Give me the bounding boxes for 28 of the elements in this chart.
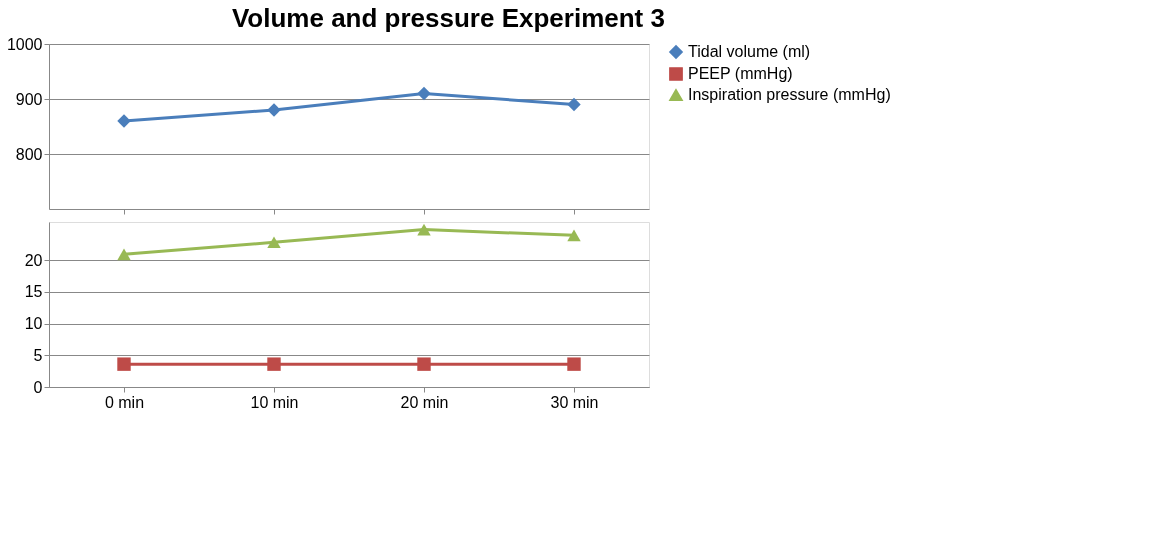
point: [567, 229, 581, 242]
x-tick-label: 10 min: [250, 393, 299, 411]
y-tick-label: 10: [24, 315, 43, 333]
legend-label: Tidal volume (ml): [688, 43, 811, 60]
y-tick-label: 15: [24, 283, 43, 301]
legend-label: Inspiration pressure (mmHg): [688, 86, 891, 103]
point: [267, 236, 281, 249]
y-tick-label: 20: [24, 251, 43, 269]
point: [117, 357, 131, 371]
x-tick-label: 30 min: [550, 393, 599, 411]
point: [417, 86, 431, 101]
point: [267, 103, 281, 117]
point: [417, 223, 431, 236]
y-tick-label: 5: [33, 346, 43, 364]
point: [567, 97, 581, 112]
legend-label: PEEP (mmHg): [688, 65, 793, 82]
y-tick-label: 1000: [6, 35, 43, 53]
y-tick-label: 800: [15, 145, 43, 163]
point: [117, 248, 131, 261]
x-tick-label: 0 min: [104, 393, 145, 411]
point: [267, 357, 281, 371]
point: [567, 357, 581, 371]
point: [417, 357, 431, 371]
point: [117, 114, 131, 128]
x-tick-label: 20 min: [400, 393, 449, 411]
y-tick-label: 900: [15, 90, 43, 108]
y-tick-label: 0: [33, 378, 43, 396]
chart-title: Volume and pressure Experiment 3: [231, 2, 665, 33]
